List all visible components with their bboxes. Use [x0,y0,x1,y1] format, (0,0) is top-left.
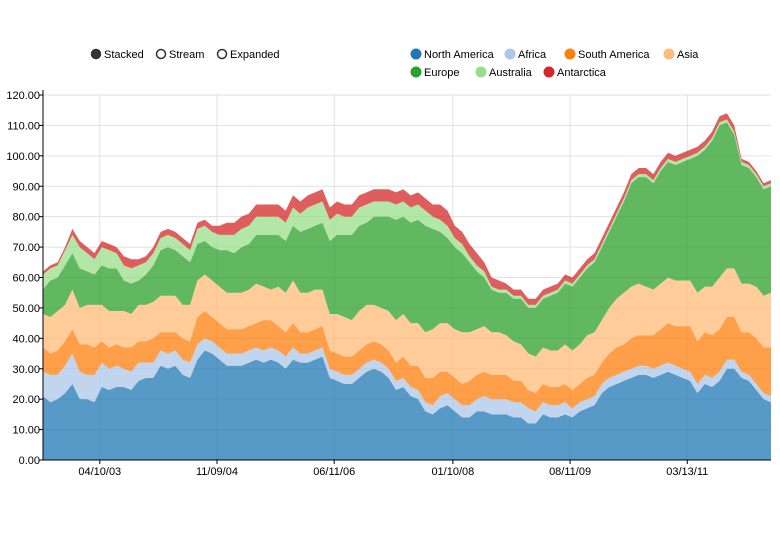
legend-item-antarctica[interactable]: Antarctica [543,66,607,79]
legend-dot-icon[interactable] [663,48,675,60]
legend-dot-icon[interactable] [504,48,516,60]
control-label: Stacked [104,49,144,61]
control-expanded[interactable]: Expanded [216,48,280,61]
y-tick-label: 60.00 [12,273,40,285]
control-radio-icon[interactable] [216,48,228,60]
y-tick-label: 30.00 [12,364,40,376]
y-tick-label: 90.00 [12,181,40,193]
area-north-america[interactable] [43,350,771,461]
area-africa[interactable] [43,338,771,424]
legend-dot-icon[interactable] [564,48,576,60]
y-tick-label: 20.00 [12,394,40,406]
legend-dot-icon[interactable] [543,66,555,78]
y-tick-label: 80.00 [12,212,40,224]
y-tick-label: 40.00 [12,333,40,345]
legend-item-australia[interactable]: Australia [475,66,533,79]
y-tick-label: 50.00 [12,303,40,315]
legend-label: Asia [677,49,699,61]
y-axis: 0.00 10.00 20.00 30.00 40.00 50.00 60.00 70.00 8… [6,90,44,467]
legend-item-europe[interactable]: Europe [410,66,459,79]
areas-group [43,113,771,460]
y-tick-label: 0.00 [19,455,40,467]
x-tick-label: 04/10/03 [78,466,121,478]
chart-type-controls: Stacked Stream Expanded [90,48,280,61]
legend-dot-icon[interactable] [475,66,487,78]
legend-label: North America [424,49,495,61]
legend-label: Africa [518,49,547,61]
legend-label: Antarctica [557,67,607,79]
y-tick-label: 70.00 [12,242,40,254]
legend-label: South America [578,49,650,61]
y-tick-label: 120.00 [6,90,40,102]
y-tick-label: 110.00 [7,120,40,132]
legend-dot-icon[interactable] [410,48,422,60]
x-tick-label: 08/11/09 [549,466,591,478]
area-europe[interactable] [43,122,771,357]
legend-item-africa[interactable]: Africa [504,48,547,61]
x-tick-label: 03/13/11 [666,466,708,478]
x-tick-label: 06/11/06 [313,466,355,478]
legend-dot-icon[interactable] [410,66,422,78]
area-australia[interactable] [43,119,771,308]
x-tick-label: 01/10/08 [431,466,474,478]
control-stacked[interactable]: Stacked [90,48,144,61]
x-axis: 04/10/03 11/09/04 06/11/06 01/10/08 08/11/09… [43,459,771,478]
x-tick-label: 11/09/04 [196,466,238,478]
control-radio-icon[interactable] [90,48,102,60]
legend-label: Europe [424,67,459,79]
y-tick-label: 10.00 [12,425,40,437]
control-label: Stream [169,49,204,61]
legend-label: Australia [489,67,533,79]
control-radio-icon[interactable] [155,48,167,60]
legend-item-south-america[interactable]: South America [564,48,650,61]
legend-item-north-america[interactable]: North America [410,48,495,61]
control-label: Expanded [230,49,280,61]
legend: North America Africa South America Asia Euro… [410,48,699,79]
y-tick-label: 100.00 [6,151,40,163]
legend-item-asia[interactable]: Asia [663,48,699,61]
control-stream[interactable]: Stream [155,48,205,61]
area-asia[interactable] [43,268,771,394]
